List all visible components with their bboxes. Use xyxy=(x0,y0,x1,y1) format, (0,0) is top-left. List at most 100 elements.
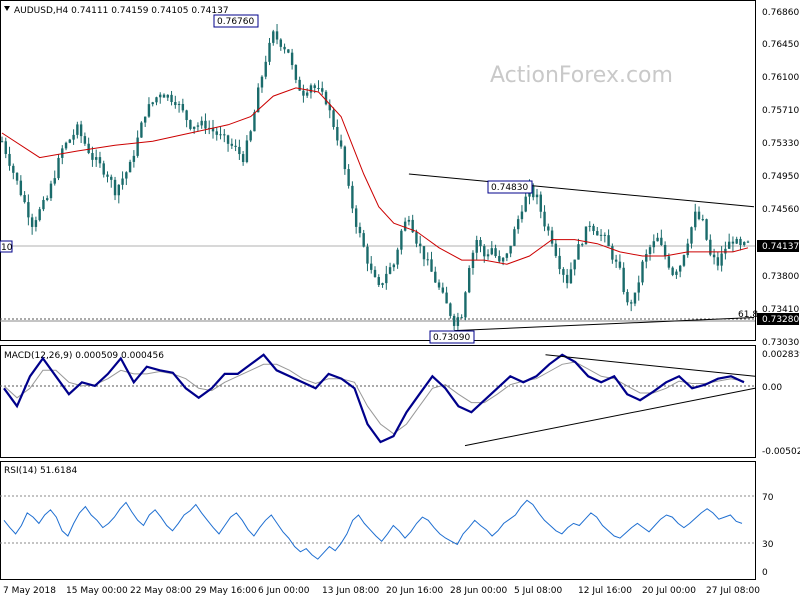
low-price-label: 0.73090 xyxy=(433,333,470,343)
rsi-y-tick: 0 xyxy=(762,568,768,578)
candle-body xyxy=(275,31,279,40)
x-tick: 6 Jun 00:00 xyxy=(258,586,310,596)
candle-body xyxy=(656,237,659,242)
last-price-box xyxy=(757,240,799,252)
candle-body xyxy=(596,231,599,236)
candle-body xyxy=(449,303,452,316)
candle-body xyxy=(53,178,56,184)
candle-body xyxy=(189,120,192,129)
candle-body xyxy=(76,124,79,135)
candle-body xyxy=(648,247,652,254)
x-tick: 15 May 00:00 xyxy=(66,586,128,596)
y-tick: 0.76100 xyxy=(762,73,799,83)
rsi-y-tick: 30 xyxy=(762,540,774,550)
candle-body xyxy=(279,39,283,47)
candle-body xyxy=(305,92,309,96)
candle-body xyxy=(735,238,738,244)
candle-body xyxy=(106,174,109,177)
candle-body xyxy=(539,194,542,212)
y-tick: 0.76860 xyxy=(762,8,799,18)
candle-body xyxy=(68,139,72,143)
price-panel: ActionForex.com AUDUSD,H4 0.74111 0.7415… xyxy=(0,0,799,348)
candle-body xyxy=(347,169,350,186)
candle-body xyxy=(324,91,328,105)
candles xyxy=(0,24,750,334)
x-tick: 27 Jul 08:00 xyxy=(706,586,760,596)
candle-body xyxy=(743,242,746,245)
candle-body xyxy=(483,246,486,257)
candle-body xyxy=(253,112,256,132)
candle-body xyxy=(238,146,241,155)
y-tick: 0.73030 xyxy=(762,338,799,348)
candle-body xyxy=(505,253,509,258)
macd-y-tick: 0.00 xyxy=(762,383,782,393)
candle-body xyxy=(42,199,45,210)
macd-trendline xyxy=(464,387,756,447)
candle-body xyxy=(705,219,708,240)
candle-body xyxy=(373,269,377,278)
left-cut-label: 10 xyxy=(1,243,13,253)
candle-body xyxy=(467,268,471,293)
candle-body xyxy=(678,265,682,272)
candle-body xyxy=(479,239,482,247)
candle-body xyxy=(422,246,426,260)
fib-price-box xyxy=(757,313,799,325)
candle-body xyxy=(456,317,460,326)
candle-body xyxy=(516,219,520,230)
macd-panel: MACD(12,26,9) 0.000509 0.000456 0.002839… xyxy=(0,345,800,458)
y-tick: 0.75330 xyxy=(762,139,799,149)
candle-body xyxy=(46,198,49,200)
dropdown-arrow-icon[interactable] xyxy=(4,6,10,11)
trendline xyxy=(454,317,755,332)
candle-body xyxy=(709,239,712,255)
candle-body xyxy=(697,211,701,220)
candle-body xyxy=(264,61,267,77)
candle-body xyxy=(64,142,68,149)
candle-body xyxy=(746,241,750,243)
candle-body xyxy=(343,146,347,170)
candle-body xyxy=(452,315,456,326)
candle-body xyxy=(396,249,399,265)
candle-body xyxy=(460,317,463,319)
candle-body xyxy=(38,209,41,221)
candle-body xyxy=(354,208,358,227)
candle-body xyxy=(140,122,143,138)
candle-body xyxy=(159,94,162,98)
y-tick: 0.73800 xyxy=(762,272,799,282)
candle-body xyxy=(630,302,633,304)
candle-body xyxy=(313,85,316,88)
candle-body xyxy=(87,143,90,154)
candle-body xyxy=(675,271,678,275)
candle-body xyxy=(272,31,275,43)
candle-body xyxy=(132,155,136,162)
candle-body xyxy=(701,219,704,221)
candle-body xyxy=(682,255,686,266)
rsi-y-tick: 70 xyxy=(762,493,774,503)
candle-body xyxy=(317,87,320,89)
candle-body xyxy=(731,241,735,244)
candle-body xyxy=(8,153,11,166)
candle-body xyxy=(509,245,512,254)
candle-body xyxy=(79,124,83,137)
candle-body xyxy=(211,127,215,132)
candle-body xyxy=(633,292,637,304)
candle-body xyxy=(392,264,396,268)
candle-body xyxy=(667,256,671,268)
candle-body xyxy=(490,248,493,255)
macd-main-line xyxy=(3,353,745,444)
candle-body xyxy=(34,220,38,227)
candle-body xyxy=(125,172,128,179)
candle-body xyxy=(577,244,580,260)
candle-body xyxy=(437,282,441,288)
candle-body xyxy=(434,271,437,283)
candle-body xyxy=(652,241,656,248)
candle-body xyxy=(302,90,305,96)
price-y-axis: 0.76860 0.76450 0.76100 0.75710 0.75330 … xyxy=(757,8,799,348)
moving-average-line xyxy=(1,87,749,265)
candle-body xyxy=(599,234,603,236)
candle-body xyxy=(445,292,448,304)
candle-body xyxy=(645,253,648,262)
candle-body xyxy=(388,267,392,274)
candle-body xyxy=(200,120,203,126)
